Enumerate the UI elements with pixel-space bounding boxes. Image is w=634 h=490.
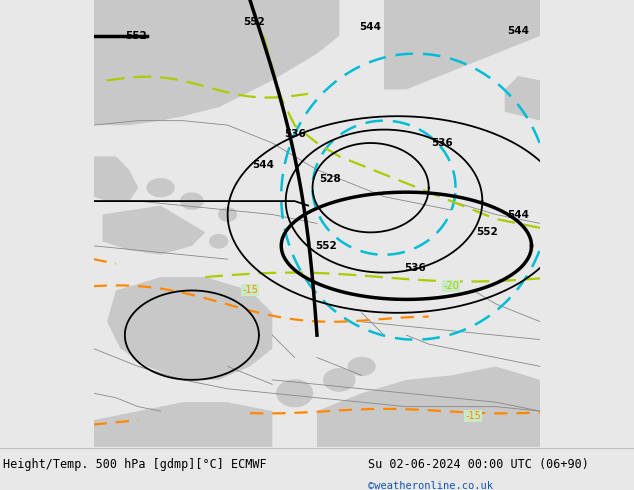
Polygon shape — [120, 217, 138, 230]
Text: 552: 552 — [125, 31, 146, 41]
Polygon shape — [384, 0, 540, 89]
Text: Su 02-06-2024 00:00 UTC (06+90): Su 02-06-2024 00:00 UTC (06+90) — [368, 458, 588, 470]
Text: 536: 536 — [284, 129, 306, 139]
Polygon shape — [107, 277, 273, 380]
Text: 552: 552 — [243, 17, 265, 27]
Text: 552: 552 — [476, 227, 498, 237]
Polygon shape — [181, 193, 203, 209]
Text: 544: 544 — [507, 26, 529, 36]
Text: 544: 544 — [507, 210, 529, 220]
Text: 544: 544 — [359, 22, 382, 32]
Polygon shape — [219, 208, 236, 221]
Polygon shape — [94, 156, 138, 201]
Text: 544: 544 — [252, 160, 275, 171]
Text: 552: 552 — [315, 241, 337, 251]
Polygon shape — [94, 402, 273, 447]
Text: -15: -15 — [242, 286, 258, 295]
Polygon shape — [160, 228, 188, 246]
Text: 536: 536 — [431, 138, 453, 148]
Polygon shape — [277, 380, 313, 407]
Text: ©weatheronline.co.uk: ©weatheronline.co.uk — [368, 481, 493, 490]
Polygon shape — [324, 368, 355, 391]
Polygon shape — [94, 0, 339, 125]
Text: -20: -20 — [443, 281, 459, 291]
Text: Height/Temp. 500 hPa [gdmp][°C] ECMWF: Height/Temp. 500 hPa [gdmp][°C] ECMWF — [3, 458, 267, 470]
Polygon shape — [348, 358, 375, 375]
Polygon shape — [147, 179, 174, 196]
Polygon shape — [505, 76, 540, 121]
Polygon shape — [317, 367, 540, 447]
Polygon shape — [210, 235, 228, 248]
Text: 536: 536 — [404, 263, 426, 273]
Text: -15: -15 — [465, 411, 481, 420]
Text: 528: 528 — [320, 174, 341, 184]
Polygon shape — [103, 206, 205, 255]
